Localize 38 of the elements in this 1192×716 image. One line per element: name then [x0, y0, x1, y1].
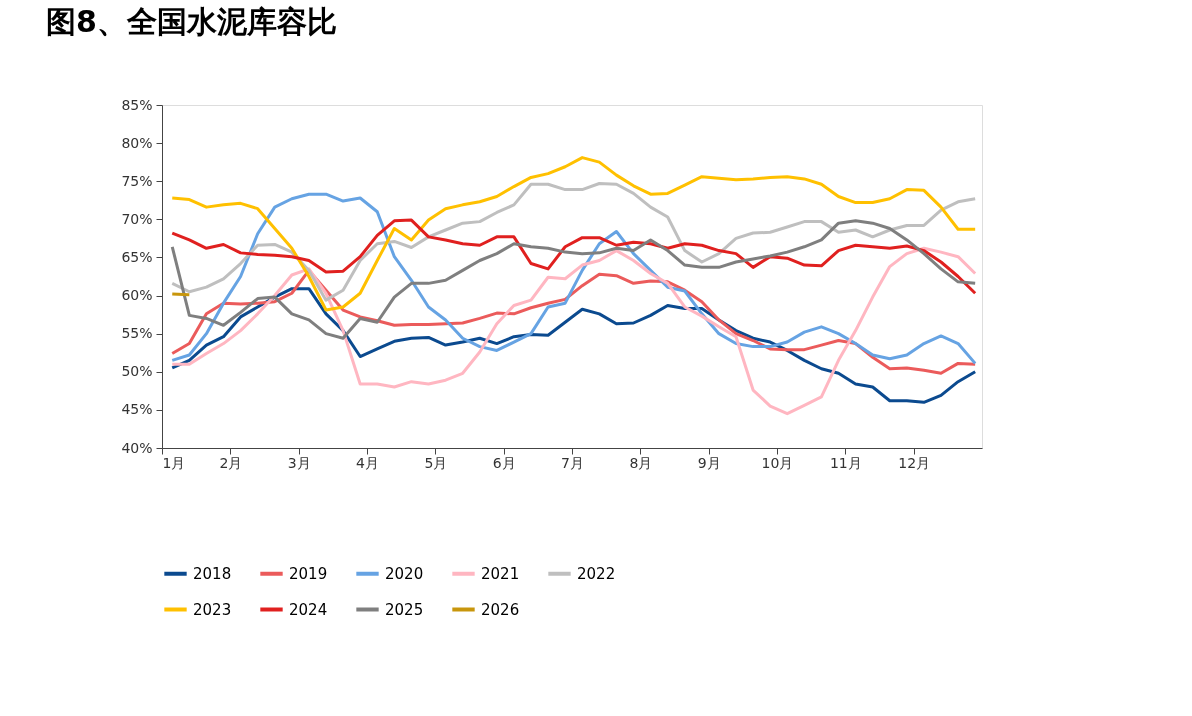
line-series [170, 246, 977, 416]
line-series [170, 218, 977, 295]
x-tick-label: 10月 [761, 454, 794, 471]
line-series [170, 192, 977, 365]
line-series [170, 182, 977, 302]
x-tick-label: 6月 [492, 454, 516, 471]
y-tick-label: 80% [121, 134, 153, 151]
y-tick-label: 85% [121, 96, 153, 113]
legend-label: 2018 [193, 564, 232, 583]
y-tick-label: 65% [121, 248, 153, 265]
x-tick-label: 2月 [219, 454, 243, 471]
x-tick-label: 7月 [561, 454, 584, 471]
y-tick-label: 60% [121, 287, 153, 304]
x-tick-label: 9月 [697, 454, 721, 471]
y-tick-label: 70% [121, 210, 153, 227]
x-tick-label: 4月 [356, 454, 379, 471]
legend-label: 2026 [481, 600, 520, 619]
x-tick-label: 3月 [287, 454, 311, 471]
x-tick-label: 12月 [898, 454, 931, 471]
legend-label: 2024 [289, 600, 328, 619]
legend-label: 2023 [193, 600, 232, 619]
legend-label: 2019 [289, 564, 328, 583]
x-tick-label: 5月 [424, 454, 448, 471]
x-tick-label: 1月 [162, 454, 186, 471]
y-tick-label: 50% [121, 363, 153, 380]
chart-title: 图8、全国水泥库容比 [45, 4, 337, 39]
line-series [170, 156, 977, 312]
x-tick-label: 8月 [629, 454, 653, 471]
legend-label: 2020 [385, 564, 424, 583]
y-tick-label: 75% [121, 172, 153, 189]
line-series [170, 219, 977, 340]
y-tick-label: 55% [121, 325, 153, 342]
y-tick-label: 45% [121, 401, 153, 418]
legend-label: 2022 [577, 564, 616, 583]
legend-label: 2021 [481, 564, 520, 583]
x-tick-label: 11月 [829, 454, 862, 471]
y-tick-label: 40% [121, 439, 153, 456]
legend-label: 2025 [385, 600, 424, 619]
